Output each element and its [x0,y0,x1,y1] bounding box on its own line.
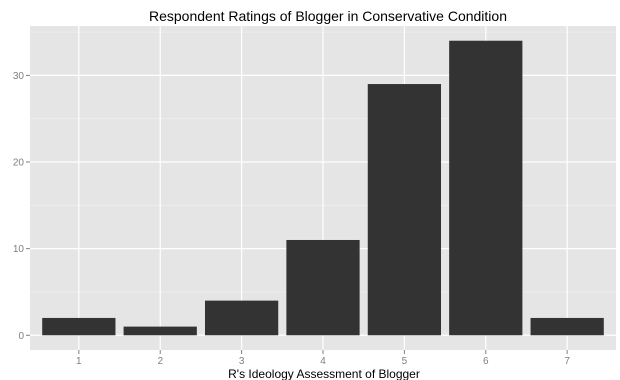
y-tick-label: 10 [13,244,25,255]
bar-1 [42,317,116,336]
bars [42,40,604,336]
y-axis-ticks: 0 10 20 30 [13,71,30,342]
bar-3 [204,300,279,336]
x-tick-label: 1 [76,356,82,367]
y-tick-label: 30 [13,71,25,82]
y-tick-label: 20 [13,158,25,169]
bar-4 [286,239,360,336]
x-tick-label: 5 [402,356,408,367]
x-tick-label: 2 [157,356,163,367]
x-tick-label: 4 [320,356,326,367]
x-axis-ticks: 1 2 3 4 5 6 7 [76,350,570,367]
x-tick-label: 7 [564,356,570,367]
x-axis-title: R's Ideology Assessment of Blogger [228,367,420,380]
bar-7 [530,317,604,336]
bar-6 [449,40,523,336]
y-tick-label: 0 [18,331,24,342]
x-tick-label: 6 [483,356,489,367]
chart-title: Respondent Ratings of Blogger in Conserv… [149,8,507,24]
bar-2 [123,326,197,336]
bar-5 [367,84,442,336]
x-tick-label: 3 [239,356,245,367]
